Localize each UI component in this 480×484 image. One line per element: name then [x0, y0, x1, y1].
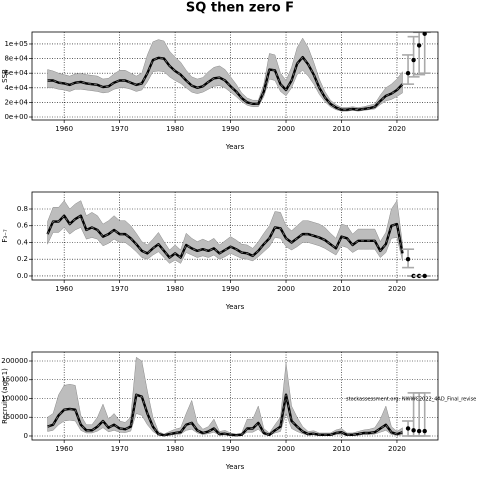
- plot-frame: [31, 191, 439, 281]
- y-tick-label: 100000: [1, 394, 28, 402]
- plot-area: [32, 32, 438, 120]
- x-tick-label: 1960: [55, 445, 73, 453]
- chart-title: SQ then zero F: [186, 1, 294, 16]
- y-axis-label: Recruits (age 1): [1, 368, 9, 424]
- y-tick-label: 4e+04: [4, 84, 28, 92]
- y-tick-label: 50000: [6, 413, 28, 421]
- y-tick-label: 6e+04: [4, 69, 28, 77]
- projection-point: [422, 428, 427, 434]
- x-tick-label: 1970: [111, 285, 129, 293]
- x-tick-label: 1960: [55, 285, 73, 293]
- plot-area: [32, 192, 438, 280]
- plot-frame: [31, 351, 439, 441]
- y-axis-label: SSB: [1, 69, 9, 83]
- projection-point: [411, 57, 416, 63]
- y-tick-label: 200000: [1, 357, 28, 365]
- y-tick-label: 2e+04: [4, 98, 28, 106]
- y-tick-label: 0.6: [17, 222, 29, 230]
- plot-area: [32, 352, 438, 440]
- plot-frame: [31, 31, 439, 121]
- y-tick-label: 1e+05: [4, 40, 28, 48]
- x-axis-label: Years: [225, 303, 245, 311]
- y-tick-label: 0.0: [17, 272, 28, 280]
- x-tick-label: 1970: [111, 125, 129, 133]
- x-tick-label: 1980: [166, 445, 184, 453]
- projection-point: [405, 257, 411, 262]
- x-tick-label: 2020: [388, 285, 406, 293]
- y-tick-label: 0.4: [17, 238, 29, 246]
- y-axis-label: F₃₋₇: [1, 229, 9, 243]
- y-tick-label: 0.2: [17, 255, 28, 263]
- y-tick-label: 0e+00: [4, 113, 28, 121]
- x-tick-label: 2010: [333, 445, 351, 453]
- projection-point: [416, 43, 422, 48]
- confidence-band: [47, 37, 403, 112]
- panel: 0 50000 100000 150000 200000 1960 1970 1980 1990…: [1, 351, 476, 471]
- panel: 0e+00 2e+04 4e+04 6e+04 8e+04 1e+05 1960 1970 19…: [1, 31, 439, 151]
- x-tick-label: 1980: [166, 125, 184, 133]
- x-tick-label: 1990: [222, 445, 240, 453]
- x-tick-label: 1990: [222, 125, 240, 133]
- x-tick-label: 2010: [333, 285, 351, 293]
- estimate-line-dash: [47, 215, 403, 259]
- x-tick-label: 1990: [222, 285, 240, 293]
- projection-point: [422, 273, 427, 279]
- x-tick-label: 1960: [55, 125, 73, 133]
- projection-point: [422, 32, 427, 36]
- projection-point: [405, 70, 411, 76]
- x-axis-label: Years: [225, 463, 245, 471]
- x-tick-label: 1980: [166, 285, 184, 293]
- annotation: stockassessment.org: NWWC2022_4AD_Final_…: [346, 397, 476, 403]
- estimate-line-dash: [47, 56, 403, 111]
- projection-point: [411, 428, 416, 433]
- x-tick-label: 2000: [277, 125, 295, 133]
- projection-point: [405, 426, 411, 431]
- x-tick-label: 2010: [333, 125, 351, 133]
- x-tick-label: 1970: [111, 445, 129, 453]
- x-axis-label: Years: [225, 143, 245, 151]
- x-tick-label: 2000: [277, 445, 295, 453]
- projection-point: [416, 428, 422, 434]
- estimate-line-dash: [47, 394, 403, 436]
- y-tick-label: 150000: [1, 376, 28, 384]
- y-tick-label: 0: [24, 432, 28, 440]
- x-tick-label: 2000: [277, 285, 295, 293]
- confidence-band: [47, 199, 403, 264]
- x-tick-label: 2020: [388, 125, 406, 133]
- panel: 0.0 0.2 0.4 0.6 0.8 1960 1970 1980 1990 2000 2010 2…: [1, 191, 439, 311]
- x-tick-label: 2020: [388, 445, 406, 453]
- y-tick-label: 0.8: [17, 205, 28, 213]
- y-tick-label: 8e+04: [4, 55, 28, 63]
